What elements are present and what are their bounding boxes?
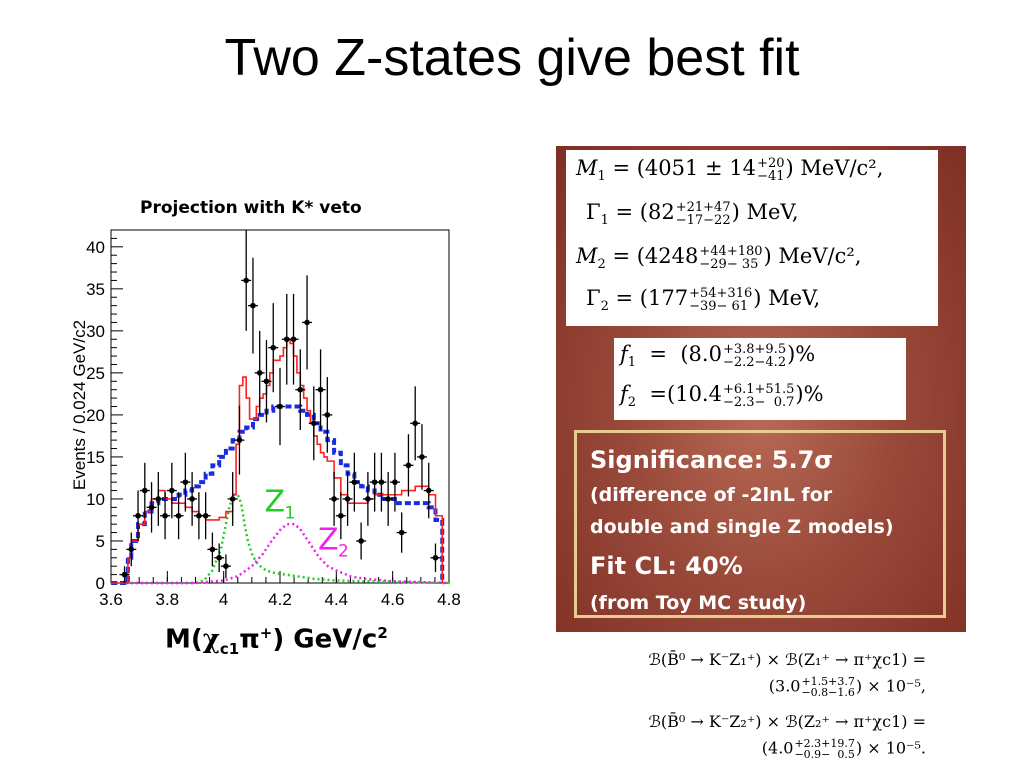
y-tick-label: 25 bbox=[86, 364, 105, 383]
y-tick-label: 0 bbox=[96, 574, 105, 593]
z2-component-curve bbox=[111, 522, 450, 585]
data-point bbox=[419, 454, 425, 460]
g2-line: Γ2 = (177 +54+316 −39− 61) MeV, bbox=[586, 285, 821, 315]
data-point bbox=[243, 277, 249, 284]
fraction-box: f1 = (8.0 +3.8+9.5 −2.2−4.2)% f2 =(10.4 +6.… bbox=[614, 338, 906, 420]
significance-box bbox=[574, 430, 946, 618]
data-point bbox=[432, 554, 439, 561]
x-tick-label: 4.4 bbox=[325, 590, 349, 609]
z1-label-sub: 1 bbox=[285, 504, 296, 524]
f1-line: f1 = (8.0 +3.8+9.5 −2.2−4.2)% bbox=[620, 341, 816, 371]
data-point bbox=[344, 496, 351, 502]
data-point bbox=[297, 386, 304, 393]
data-point bbox=[405, 462, 412, 469]
data-point bbox=[196, 512, 202, 519]
data-point bbox=[338, 512, 344, 519]
data-point bbox=[223, 563, 229, 569]
data-point bbox=[229, 496, 236, 502]
data-point bbox=[162, 512, 168, 519]
data-point bbox=[351, 479, 358, 485]
y-tick-label: 40 bbox=[86, 238, 105, 257]
fit-cl-line: Fit CL: 40% bbox=[590, 552, 743, 580]
y-tick-label: 20 bbox=[86, 406, 105, 425]
data-point bbox=[236, 437, 243, 443]
data-point bbox=[324, 412, 331, 418]
data-point bbox=[148, 504, 155, 511]
data-point bbox=[331, 496, 337, 502]
y-tick-label: 30 bbox=[86, 322, 105, 341]
data-point bbox=[175, 512, 182, 519]
data-point bbox=[216, 554, 222, 561]
x-tick-label: 4.2 bbox=[268, 590, 292, 609]
data-point bbox=[371, 479, 378, 485]
data-point bbox=[277, 403, 283, 410]
data-point bbox=[202, 512, 209, 519]
x-tick-label: 4.6 bbox=[381, 590, 405, 609]
data-point bbox=[365, 496, 371, 502]
data-point bbox=[311, 420, 317, 427]
significance-note-1: (difference of -2lnL for bbox=[590, 484, 833, 506]
g1-line: Γ1 = (82 +21+47 −17−22) MeV, bbox=[586, 199, 799, 229]
significance-line: Significance: 5.7σ bbox=[590, 446, 833, 474]
data-point bbox=[425, 487, 432, 494]
data-point bbox=[304, 319, 310, 326]
x-axis-label: M(χc1π+) GeV/c2 bbox=[165, 624, 388, 658]
bf1-value: (3.0 +1.5+3.7 −0.8−1.6) × 10⁻⁵, bbox=[768, 675, 926, 699]
y-tick-label: 15 bbox=[86, 448, 105, 467]
data-point bbox=[317, 386, 324, 393]
bf2-value: (4.0 +2.3+19.7 −0.9− 0.5) × 10⁻⁵. bbox=[761, 737, 926, 761]
x-tick-label: 4.8 bbox=[437, 590, 461, 609]
y-tick-label: 5 bbox=[96, 532, 105, 551]
m1-line: M1 = (4051 ± 14 +20 −41) MeV/c², bbox=[576, 155, 884, 185]
data-point bbox=[263, 378, 270, 385]
data-point bbox=[189, 496, 195, 502]
f2-line: f2 =(10.4 +6.1+51.5 −2.3− 0.7)% bbox=[620, 381, 824, 411]
data-point bbox=[250, 302, 256, 309]
data-point bbox=[256, 370, 263, 376]
z1-label: Z bbox=[265, 485, 286, 520]
bf1-line: ℬ(B̄⁰ → K⁻Z₁⁺) × ℬ(Z₁⁺ → π⁺χc1) = bbox=[648, 650, 926, 669]
data-point bbox=[290, 336, 297, 343]
x-tick-label: 4 bbox=[219, 590, 228, 609]
bf2-line: ℬ(B̄⁰ → K⁻Z₂⁺) × ℬ(Z₂⁺ → π⁺χc1) = bbox=[648, 712, 926, 731]
mass-width-box: M1 = (4051 ± 14 +20 −41) MeV/c², Γ1 = (82 +… bbox=[566, 150, 938, 326]
x-tick-label: 3.6 bbox=[99, 590, 123, 609]
data-point bbox=[169, 487, 175, 494]
data-point bbox=[378, 479, 385, 485]
z2-label: Z bbox=[318, 522, 339, 557]
y-tick-label: 10 bbox=[86, 490, 105, 509]
fit-cl-note: (from Toy MC study) bbox=[590, 592, 807, 614]
data-point bbox=[385, 496, 391, 502]
total-fit-curve bbox=[111, 338, 444, 584]
data-point bbox=[121, 571, 128, 578]
data-point bbox=[135, 512, 141, 519]
data-point bbox=[270, 344, 277, 351]
data-point bbox=[398, 529, 405, 536]
data-point bbox=[155, 496, 162, 502]
significance-note-2: double and single Z models) bbox=[590, 516, 894, 538]
data-point bbox=[358, 538, 364, 544]
z2-label-sub: 2 bbox=[338, 541, 349, 561]
data-point bbox=[182, 479, 189, 485]
y-tick-label: 35 bbox=[86, 280, 105, 299]
data-point bbox=[392, 479, 398, 485]
data-point bbox=[142, 487, 148, 494]
slide-title: Two Z-states give best fit bbox=[224, 29, 800, 87]
data-point bbox=[412, 420, 419, 427]
data-point bbox=[128, 546, 135, 553]
data-point bbox=[209, 546, 216, 553]
data-point bbox=[283, 336, 290, 343]
x-tick-label: 3.8 bbox=[156, 590, 180, 609]
chart-title: Projection with K* veto bbox=[140, 198, 362, 218]
m2-line: M2 = (4248 +44+180 −29− 35) MeV/c², bbox=[576, 243, 862, 273]
